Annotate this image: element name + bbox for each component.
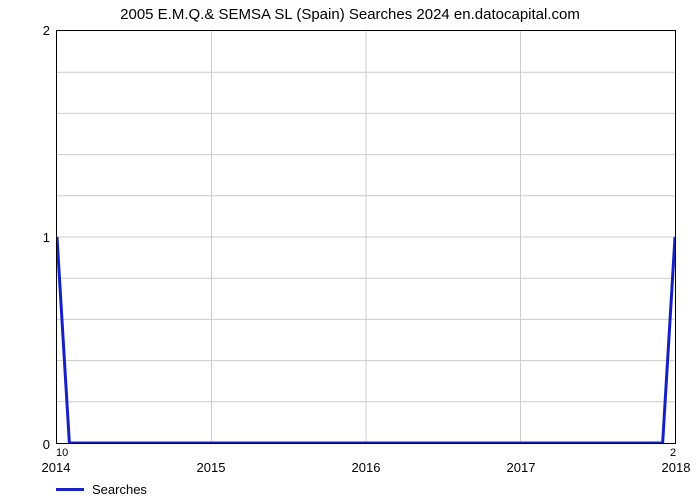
y-tick-label-0: 0	[10, 437, 50, 452]
chart-container: 2005 E.M.Q.& SEMSA SL (Spain) Searches 2…	[0, 0, 700, 500]
chart-title: 2005 E.M.Q.& SEMSA SL (Spain) Searches 2…	[0, 6, 700, 23]
x-tick-label-0: 2014	[42, 460, 71, 475]
legend-label: Searches	[92, 482, 147, 497]
stray-label-right: 2	[670, 447, 676, 459]
plot-area	[56, 30, 676, 444]
x-tick-label-4: 2018	[662, 460, 691, 475]
x-tick-label-3: 2017	[507, 460, 536, 475]
plot-svg	[57, 31, 675, 443]
y-tick-label-1: 1	[10, 230, 50, 245]
legend-swatch	[56, 488, 84, 491]
legend: Searches	[56, 482, 147, 497]
x-tick-label-1: 2015	[197, 460, 226, 475]
y-tick-label-2: 2	[10, 23, 50, 38]
x-tick-label-2: 2016	[352, 460, 381, 475]
stray-label-left: 10	[56, 447, 68, 459]
